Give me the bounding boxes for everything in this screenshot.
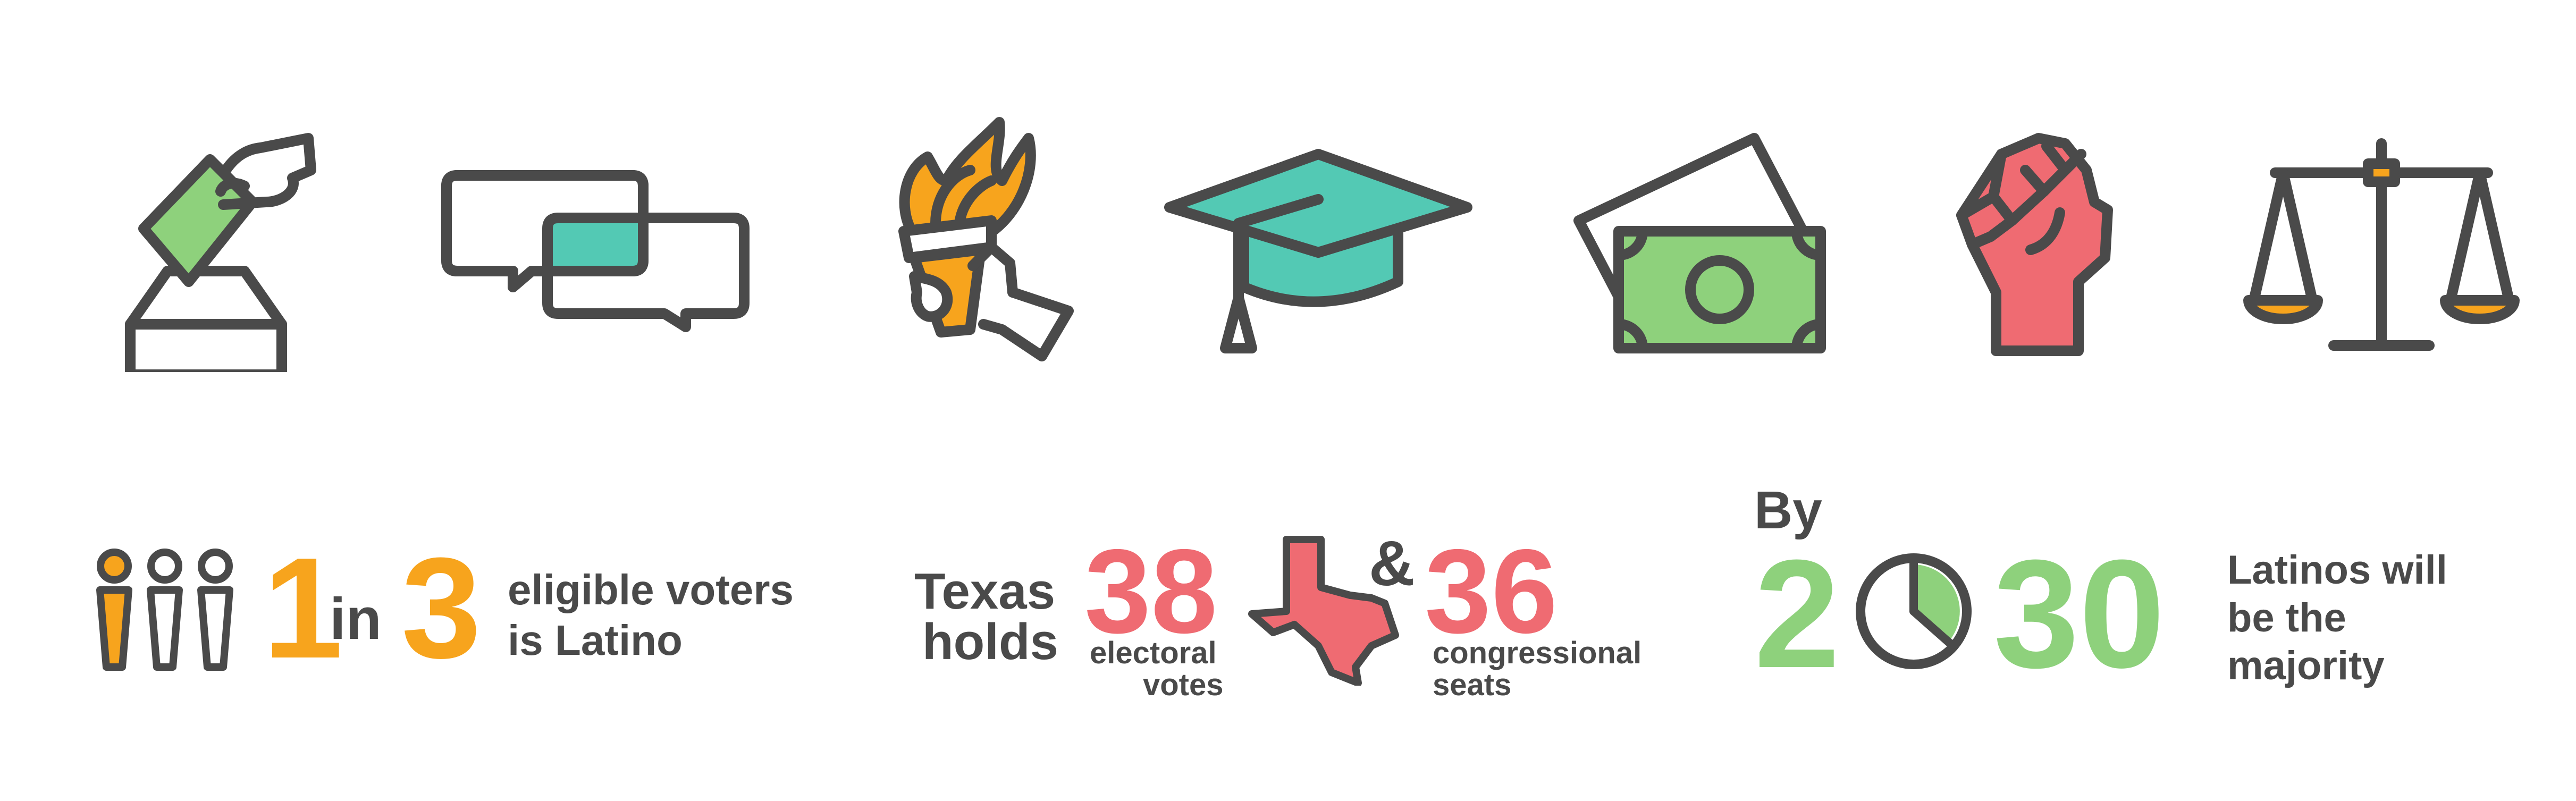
stat2-amp: & xyxy=(1369,528,1415,599)
stat-texas: Texas holds 38 electoral votes & 36 cong… xyxy=(877,505,1674,707)
graduation-cap-icon xyxy=(1164,149,1472,353)
stat2-word2: holds xyxy=(922,613,1058,670)
speech-bubbles-icon xyxy=(441,170,750,332)
stat-2030: By 2 30 Latinos will be the majority xyxy=(1728,468,2552,712)
stat1-line2: is Latino xyxy=(508,617,683,664)
money-icon xyxy=(1573,133,1826,353)
stat2-label-b2: seats xyxy=(1433,668,1512,702)
stat1-word-in: in xyxy=(330,586,382,652)
stat2-label-a2: votes xyxy=(1143,668,1224,702)
stat1-num-a: 1 xyxy=(263,528,343,688)
stat2-label-b1: congressional xyxy=(1433,636,1642,670)
ballot-box-icon xyxy=(125,133,316,372)
stat3-line1: Latinos will xyxy=(2227,547,2447,593)
stat1-line1: eligible voters xyxy=(508,566,794,613)
icon-row xyxy=(125,117,2520,372)
stat1-num-b: 3 xyxy=(401,528,482,688)
clock-icon xyxy=(1856,553,1972,669)
raised-fist-icon xyxy=(1956,133,2113,356)
texas-map-icon xyxy=(1248,536,1399,686)
stat3-digit1: 2 xyxy=(1754,528,1840,700)
stat3-by: By xyxy=(1754,480,1822,540)
stat3-digits-rest: 30 xyxy=(1993,528,2165,700)
stat2-num-a: 38 xyxy=(1084,524,1218,658)
stat3-line2: be the xyxy=(2227,595,2346,640)
people-icon xyxy=(96,549,233,671)
stat2-num-b: 36 xyxy=(1425,524,1558,658)
scales-icon xyxy=(2243,138,2520,351)
stat-latino-voters: 1 in 3 eligible voters is Latino xyxy=(0,505,877,696)
stat3-line3: majority xyxy=(2227,643,2385,688)
torch-icon xyxy=(898,117,1074,361)
stat2-word1: Texas xyxy=(914,563,1056,620)
stat2-label-a1: electoral xyxy=(1090,636,1217,670)
